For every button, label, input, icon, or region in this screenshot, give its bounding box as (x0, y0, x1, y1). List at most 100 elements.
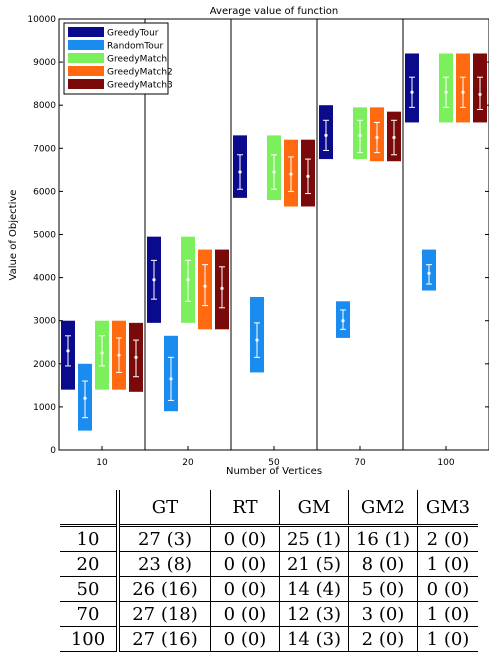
mean-point (66, 349, 70, 353)
mean-point (410, 90, 414, 94)
mean-point (427, 271, 431, 275)
mean-point (255, 338, 259, 342)
x-tick-label: 20 (182, 458, 194, 468)
mean-point (100, 351, 104, 355)
plot-area: 0 1000 2000 3000 4000 5000 6000 7000 8000 9000 100… (27, 15, 489, 468)
y-tick-label: 1000 (33, 403, 56, 413)
table-cell: 27 (16) (116, 626, 211, 652)
x-tick-label: 50 (268, 458, 280, 468)
legend-swatch (68, 40, 104, 50)
y-tick-label: 8000 (33, 101, 56, 111)
table-header-cell: GM3 (417, 490, 478, 526)
y-tick-label: 4000 (33, 274, 56, 284)
y-tick-label: 7000 (33, 144, 56, 154)
y-tick-label: 10000 (27, 15, 56, 25)
mean-point (358, 133, 362, 137)
x-tick-label: 100 (437, 458, 454, 468)
table-cell: 12 (3) (279, 601, 349, 627)
table-header-cell: RT (210, 490, 280, 526)
table-header-cell (60, 490, 118, 526)
chart-title: Average value of function (210, 6, 338, 17)
table-cell: 50 (60, 576, 118, 602)
table-cell: 14 (4) (279, 576, 349, 602)
chart: Average value of function Number of Vert… (8, 6, 489, 477)
legend-swatch (68, 79, 104, 89)
table-cell: 100 (60, 626, 118, 652)
table-cell: 1 (0) (417, 626, 478, 652)
table-header-row: GT RT GM GM2 GM3 (60, 490, 478, 526)
legend-swatch (68, 27, 104, 37)
table-cell: 5 (0) (348, 576, 418, 602)
x-tick-label: 70 (354, 458, 366, 468)
table-row: 100 27 (16) 0 (0) 14 (3) 2 (0) 1 (0) (60, 626, 478, 652)
mean-point (306, 174, 310, 178)
table-header-cell: GM (279, 490, 349, 526)
y-tick-label: 6000 (33, 187, 56, 197)
table-cell: 25 (1) (279, 524, 349, 552)
table-cell: 2 (0) (348, 626, 418, 652)
mean-point (220, 286, 224, 290)
legend-label: RandomTour (107, 42, 163, 52)
table-cell: 8 (0) (348, 551, 418, 577)
mean-point (461, 90, 465, 94)
table-cell: 0 (0) (210, 601, 280, 627)
mean-point (341, 319, 345, 323)
mean-point (117, 353, 121, 357)
table-row: 10 27 (3) 0 (0) 25 (1) 16 (1) 2 (0) (60, 524, 478, 552)
legend-label: GreedyTour (107, 29, 159, 39)
table-cell: 20 (60, 551, 118, 577)
table-cell: 3 (0) (348, 601, 418, 627)
table-cell: 1 (0) (417, 601, 478, 627)
y-axis-label: Value of Objective (8, 190, 19, 281)
legend-swatch (68, 66, 104, 76)
table-cell: 0 (0) (210, 576, 280, 602)
table-cell: 23 (8) (116, 551, 211, 577)
legend-label: GreedyMatch (107, 55, 167, 65)
legend-label: GreedyMatch3 (107, 81, 173, 91)
x-axis-label: Number of Vertices (226, 466, 322, 477)
table-cell: 14 (3) (279, 626, 349, 652)
mean-point (238, 170, 242, 174)
table-cell: 0 (0) (210, 524, 280, 552)
table-header-cell: GM2 (348, 490, 418, 526)
x-tick-label: 10 (96, 458, 108, 468)
mean-point (324, 133, 328, 137)
y-tick-label: 5000 (33, 231, 56, 241)
table-header-cell: GT (116, 490, 211, 526)
results-table: GT RT GM GM2 GM3 10 27 (3) 0 (0) 25 (1) … (60, 490, 478, 652)
mean-point (444, 90, 448, 94)
y-tick-label: 9000 (33, 58, 56, 68)
table-row: 70 27 (18) 0 (0) 12 (3) 3 (0) 1 (0) (60, 601, 478, 627)
table-cell: 70 (60, 601, 118, 627)
mean-point (83, 396, 87, 400)
mean-point (272, 170, 276, 174)
y-tick-label: 2000 (33, 360, 56, 370)
table-cell: 10 (60, 524, 118, 552)
y-tick-label: 3000 (33, 317, 56, 327)
y-tick-label: 0 (50, 446, 56, 456)
table-cell: 2 (0) (417, 524, 478, 552)
mean-point (478, 92, 482, 97)
legend: GreedyTour RandomTour GreedyMatch GreedyMat… (63, 22, 173, 95)
mean-point (203, 284, 207, 288)
table-cell: 1 (0) (417, 551, 478, 577)
mean-point (186, 278, 190, 282)
table-cell: 26 (16) (116, 576, 211, 602)
mean-point (392, 135, 396, 140)
mean-point (134, 355, 138, 359)
legend-swatch (68, 53, 104, 63)
table-row: 20 23 (8) 0 (0) 21 (5) 8 (0) 1 (0) (60, 551, 478, 577)
table-cell: 0 (0) (210, 626, 280, 652)
legend-label: GreedyMatch2 (107, 68, 173, 78)
table-cell: 21 (5) (279, 551, 349, 577)
table-row: 50 26 (16) 0 (0) 14 (4) 5 (0) 0 (0) (60, 576, 478, 602)
table-cell: 27 (3) (116, 524, 211, 552)
mean-point (152, 278, 156, 282)
mean-point (289, 172, 293, 176)
mean-point (169, 377, 173, 381)
table-cell: 16 (1) (348, 524, 418, 552)
table-cell: 27 (18) (116, 601, 211, 627)
table-cell: 0 (0) (417, 576, 478, 602)
table-cell: 0 (0) (210, 551, 280, 577)
mean-point (375, 135, 379, 140)
